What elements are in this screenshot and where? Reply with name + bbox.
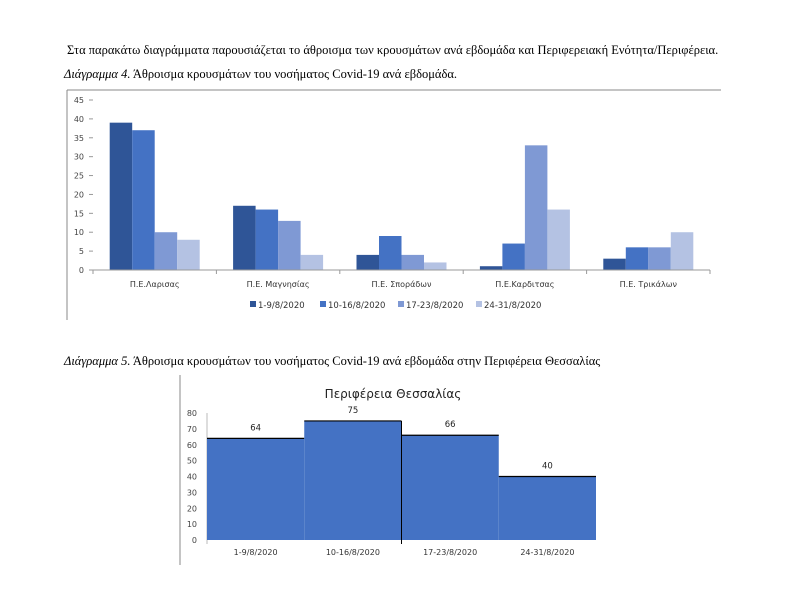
x-tick-label: Π.Ε.Λαρισας	[130, 280, 180, 289]
y-tick-label: 10	[74, 228, 84, 237]
bar-24-31/8/2020	[300, 254, 324, 270]
data-label: 40	[542, 462, 553, 472]
y-tick-label: 15	[74, 209, 84, 218]
y-tick-label: 35	[74, 134, 84, 143]
y-tick-label: 20	[74, 190, 84, 199]
legend-swatch	[320, 301, 326, 307]
bar-17-23/8/2020	[401, 254, 424, 270]
x-tick-label: Π.Ε. Σποράδων	[372, 280, 432, 289]
bar-17-23/8/2020	[154, 232, 178, 270]
y-tick-label: 40	[74, 115, 84, 124]
y-tick-label: 10	[187, 520, 197, 529]
bar-1-9/8/2020	[109, 122, 133, 271]
legend-label: 17-23/8/2020	[406, 301, 463, 311]
bar-17-23/8/2020	[524, 145, 548, 270]
caption-diagram-5: Διάγραμμα 5. Άθροισμα κρουσμάτων του νοσ…	[64, 354, 600, 369]
y-tick-label: 70	[187, 425, 197, 434]
data-label: 64	[250, 423, 261, 433]
y-tick-label: 60	[187, 441, 197, 450]
y-tick-label: 40	[187, 473, 197, 482]
bar-10-16/8/2020	[255, 209, 279, 270]
data-label: 75	[347, 406, 358, 416]
y-tick-label: 5	[79, 247, 84, 256]
histogram-bar	[207, 438, 305, 540]
x-tick-label: 1-9/8/2020	[234, 548, 278, 557]
bar-1-9/8/2020	[603, 258, 626, 270]
y-tick-label: 0	[79, 266, 84, 275]
y-tick-label: 80	[187, 409, 197, 418]
x-tick-label: Π.Ε. Μαγνησίας	[247, 280, 310, 289]
intro-text: Στα παρακάτω διαγράμματα παρουσιάζεται τ…	[67, 43, 719, 57]
y-tick-label: 25	[74, 172, 84, 181]
chart-title: Περιφέρεια Θεσσαλίας	[325, 387, 462, 401]
legend-label: 24-31/8/2020	[484, 301, 541, 311]
bar-24-31/8/2020	[670, 232, 694, 270]
bar-10-16/8/2020	[502, 243, 525, 270]
y-tick-label: 30	[187, 488, 197, 497]
bar-10-16/8/2020	[132, 130, 155, 270]
x-tick-label: Π.Ε. Τρικάλων	[620, 280, 678, 289]
y-tick-label: 0	[192, 536, 197, 545]
legend-swatch	[398, 301, 404, 307]
bar-17-23/8/2020	[278, 220, 301, 270]
y-tick-label: 20	[187, 504, 197, 513]
x-tick-label: 17-23/8/2020	[423, 548, 477, 557]
bar-10-16/8/2020	[379, 236, 402, 270]
legend-swatch	[250, 301, 256, 307]
x-tick-label: Π.Ε.Καρδιτσας	[495, 280, 554, 289]
bar-24-31/8/2020	[424, 262, 447, 270]
legend-label: 10-16/8/2020	[328, 301, 385, 311]
y-tick-label: 30	[74, 153, 84, 162]
bar-1-9/8/2020	[479, 266, 503, 270]
legend-label: 1-9/8/2020	[258, 301, 305, 311]
x-tick-label: 10-16/8/2020	[326, 548, 380, 557]
bar-17-23/8/2020	[648, 247, 671, 270]
caption-label: Διάγραμμα 4.	[64, 67, 131, 81]
caption-label: Διάγραμμα 5.	[64, 354, 131, 368]
bar-24-31/8/2020	[177, 239, 200, 270]
y-tick-label: 50	[187, 457, 197, 466]
caption-text: Άθροισμα κρουσμάτων του νοσήματος Covid-…	[130, 354, 601, 368]
caption-diagram-4: Διάγραμμα 4. Άθροισμα κρουσμάτων του νοσ…	[64, 67, 457, 82]
histogram-bar	[304, 420, 402, 540]
histogram-bar	[498, 476, 596, 540]
data-label: 66	[445, 420, 456, 430]
bar-24-31/8/2020	[547, 209, 570, 270]
y-tick-label: 45	[74, 96, 84, 105]
bar-10-16/8/2020	[625, 247, 649, 270]
legend-swatch	[476, 301, 482, 307]
bar-1-9/8/2020	[356, 254, 379, 270]
caption-text: Άθροισμα κρουσμάτων του νοσήματος Covid-…	[130, 67, 458, 81]
x-tick-label: 24-31/8/2020	[520, 548, 574, 557]
bar-1-9/8/2020	[233, 205, 256, 270]
histogram-bar	[401, 435, 499, 540]
